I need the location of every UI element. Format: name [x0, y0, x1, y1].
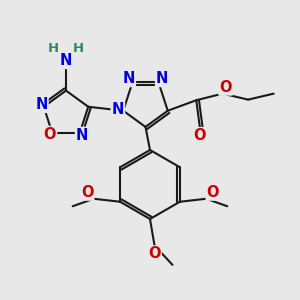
Text: N: N [123, 71, 135, 86]
Text: N: N [60, 53, 72, 68]
Text: O: O [44, 127, 56, 142]
Text: O: O [219, 80, 232, 94]
Text: N: N [112, 102, 124, 117]
Text: O: O [81, 184, 93, 200]
Text: H: H [73, 42, 84, 55]
Text: H: H [48, 42, 59, 55]
Text: N: N [156, 71, 168, 86]
Text: O: O [194, 128, 206, 143]
Text: O: O [148, 246, 161, 261]
Text: O: O [207, 184, 219, 200]
Text: N: N [35, 97, 47, 112]
Text: N: N [76, 128, 88, 143]
